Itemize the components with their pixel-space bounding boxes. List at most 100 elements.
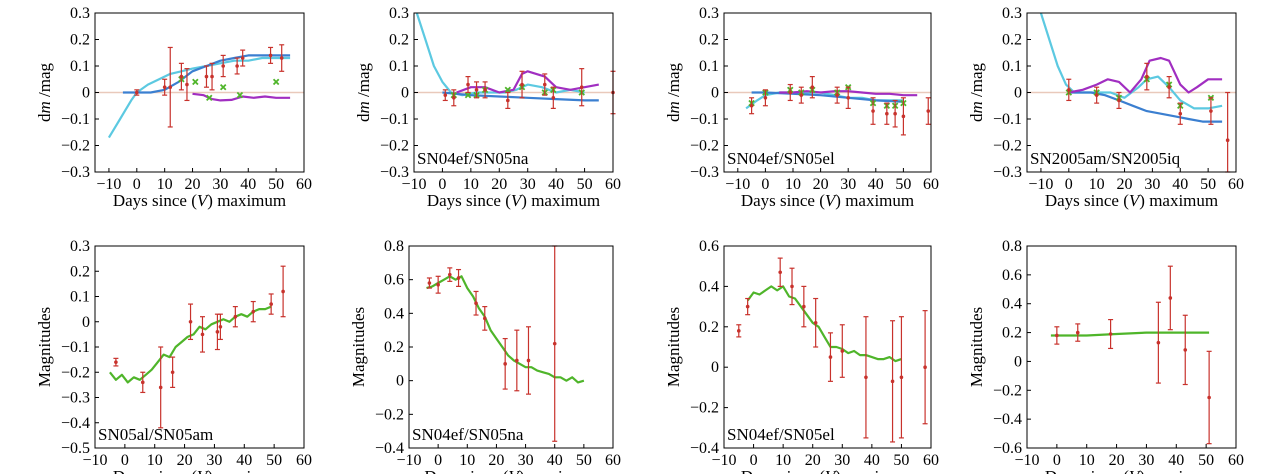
y-axis-label-part: m bbox=[664, 101, 683, 113]
y-tick-label: 0.2 bbox=[70, 263, 90, 280]
y-tick-label: 0.3 bbox=[1002, 5, 1022, 22]
error-bar bbox=[898, 316, 904, 439]
data-point bbox=[456, 276, 461, 280]
data-point bbox=[864, 375, 868, 380]
x-tick-label: 60 bbox=[605, 452, 621, 469]
data-point bbox=[168, 85, 173, 89]
y-axis-label-part: Magnitudes bbox=[664, 307, 683, 387]
curve-green bbox=[746, 285, 902, 363]
data-point bbox=[520, 82, 524, 87]
x-tick-label: −10 bbox=[82, 452, 107, 469]
data-point bbox=[452, 96, 456, 100]
y-axis-label-part: Magnitudes bbox=[349, 307, 368, 387]
panel-annotation: SN2005am/SN2005iq bbox=[1030, 149, 1181, 168]
x-axis-label-part: V bbox=[508, 467, 521, 474]
data-point bbox=[279, 56, 284, 60]
data-point bbox=[1055, 333, 1059, 338]
y-axis-label-part: d bbox=[664, 113, 683, 122]
y-axis-label-part: m bbox=[35, 101, 54, 113]
error-bar bbox=[550, 86, 556, 110]
x-axis-label-part: Days since ( bbox=[1045, 191, 1129, 210]
x-axis-label: Days since (V) maximum bbox=[113, 467, 286, 474]
curve-green bbox=[1050, 331, 1210, 337]
y-axis-label-part: m bbox=[354, 101, 373, 113]
y-tick-label: 0.8 bbox=[1002, 238, 1022, 255]
x-axis-label-part: ) maximum bbox=[1139, 467, 1218, 474]
x-tick-label: −10 bbox=[725, 176, 750, 193]
x-axis-label-part: ) maximum bbox=[519, 467, 598, 474]
error-bar bbox=[502, 337, 508, 390]
data-point bbox=[135, 90, 139, 95]
data-point bbox=[893, 111, 897, 116]
y-axis-label: dm /mag bbox=[354, 62, 373, 122]
data-point bbox=[926, 109, 931, 113]
x-tick-label: 20 bbox=[491, 176, 507, 193]
error-bar bbox=[745, 297, 751, 316]
y-axis-label: Magnitudes bbox=[349, 307, 368, 387]
x-axis-label-part: ) maximum bbox=[521, 191, 600, 210]
data-marker-x bbox=[504, 86, 512, 94]
data-point bbox=[233, 314, 238, 319]
y-tick-label: −0.3 bbox=[380, 164, 409, 181]
y-tick-label: −0.2 bbox=[993, 138, 1022, 155]
data-point bbox=[835, 93, 839, 97]
error-bar bbox=[798, 86, 804, 104]
y-axis-label: Magnitudes bbox=[664, 307, 683, 387]
x-tick-label: 0 bbox=[1053, 452, 1061, 469]
data-point bbox=[1207, 395, 1211, 400]
error-bar bbox=[890, 320, 896, 443]
data-point bbox=[218, 325, 223, 329]
y-tick-label: −0.4 bbox=[61, 415, 90, 432]
plot-frame bbox=[723, 245, 932, 449]
error-bar bbox=[456, 268, 462, 287]
error-bar bbox=[514, 329, 520, 392]
x-tick-label: 20 bbox=[805, 452, 821, 469]
error-bar bbox=[134, 89, 140, 96]
curve-purple bbox=[1068, 56, 1223, 94]
y-tick-label: −0.1 bbox=[61, 111, 90, 128]
error-bar bbox=[505, 91, 511, 110]
error-bar bbox=[1167, 265, 1173, 331]
data-point bbox=[1108, 332, 1113, 336]
x-axis-label-part: ) maximum bbox=[207, 467, 286, 474]
x-tick-label: 30 bbox=[840, 176, 856, 193]
data-point bbox=[899, 375, 904, 380]
data-marker-x bbox=[206, 94, 213, 102]
y-tick-label: 0 bbox=[401, 85, 409, 102]
curve-cyan bbox=[1039, 12, 1223, 110]
y-axis-label-part: Magnitudes bbox=[35, 307, 54, 387]
data-point bbox=[788, 90, 793, 95]
y-tick-label: −0.3 bbox=[993, 164, 1022, 181]
data-marker-x bbox=[236, 91, 244, 99]
x-tick-label: 50 bbox=[576, 452, 592, 469]
y-axis-label-part: /mag bbox=[967, 62, 986, 101]
curve-blue bbox=[1068, 91, 1223, 123]
error-bar bbox=[1054, 326, 1060, 345]
error-bar bbox=[184, 68, 190, 102]
x-tick-label: 0 bbox=[761, 176, 769, 193]
data-point bbox=[515, 358, 519, 363]
error-bar bbox=[813, 297, 819, 348]
data-point bbox=[813, 320, 818, 325]
y-tick-label: −0.2 bbox=[61, 138, 90, 155]
y-tick-label: 0.2 bbox=[1002, 325, 1022, 342]
error-bar bbox=[482, 306, 488, 331]
y-tick-label: 0.2 bbox=[699, 32, 719, 49]
error-bar bbox=[1144, 62, 1150, 91]
x-axis-label-part: V bbox=[825, 191, 838, 210]
error-bar bbox=[217, 313, 223, 341]
y-tick-label: −0.2 bbox=[690, 138, 719, 155]
x-tick-label: −10 bbox=[1028, 176, 1053, 193]
data-point bbox=[114, 360, 118, 364]
error-bar bbox=[167, 46, 173, 128]
x-axis-label-part: Days since ( bbox=[113, 191, 197, 210]
data-point bbox=[443, 93, 448, 97]
y-tick-label: 0.3 bbox=[70, 5, 90, 22]
y-axis-label-part: m bbox=[967, 101, 986, 113]
error-bar bbox=[447, 267, 453, 282]
x-tick-label: 20 bbox=[488, 452, 504, 469]
error-bar bbox=[170, 356, 176, 388]
y-tick-label: −0.4 bbox=[993, 411, 1022, 428]
x-axis-label-part: V bbox=[1129, 191, 1142, 210]
x-tick-label: 50 bbox=[266, 452, 282, 469]
